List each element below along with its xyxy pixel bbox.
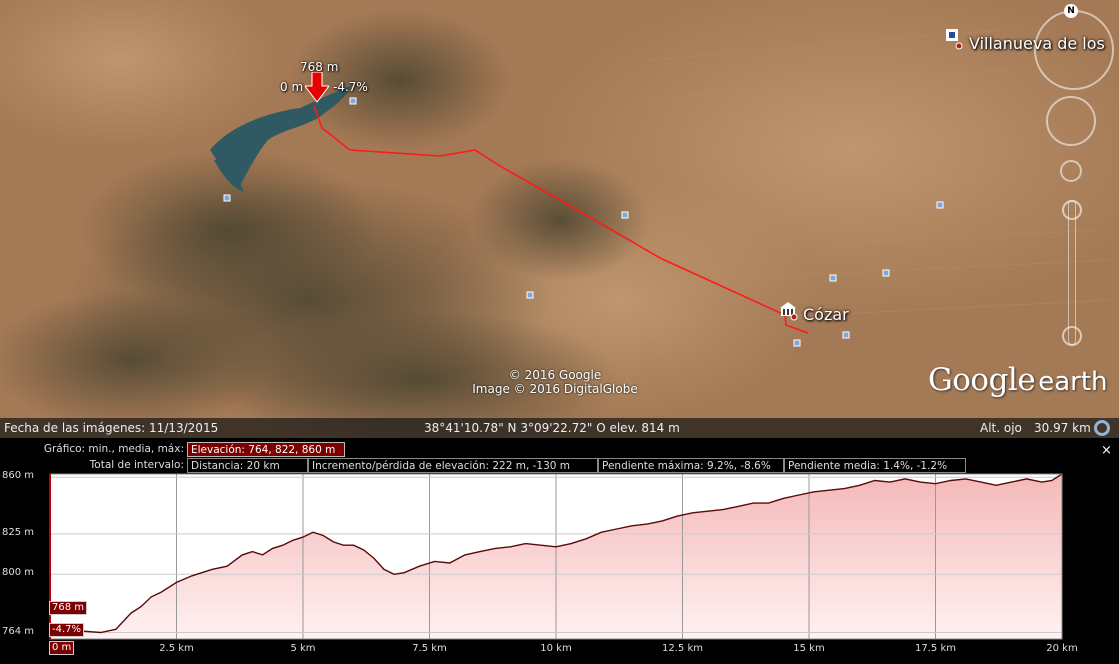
streaming-progress-icon: [1094, 420, 1110, 436]
x-tick-label: 10 km: [540, 643, 572, 654]
cursor-arrow-icon[interactable]: [305, 72, 329, 104]
eye-altitude-value: 30.97 km: [1034, 421, 1091, 435]
graph-label: Gráfico: min., media, máx:: [43, 443, 184, 455]
compass-north-icon[interactable]: N: [1064, 4, 1078, 18]
y-tick-label: 764 m: [2, 625, 35, 637]
elevation-line: [49, 473, 1063, 634]
eye-altitude-label: Alt. ojo: [980, 421, 1022, 435]
satellite-map-view[interactable]: 768 m 0 m -4.7% Villanueva de los Cózar …: [0, 0, 1119, 438]
distance-box[interactable]: Distancia: 20 km: [187, 458, 308, 473]
cursor-coordinates: 38°41'10.78" N 3°09'22.72" O elev. 814 m: [424, 421, 680, 435]
close-icon[interactable]: ×: [1101, 443, 1112, 458]
x-tick-label: 7.5 km: [412, 643, 447, 654]
google-earth-logo: Google earth: [928, 362, 1108, 398]
terrain-imagery: [0, 0, 1119, 438]
interval-label: Total de intervalo:: [89, 459, 184, 471]
elevation-stats-box[interactable]: Elevación: 764, 822, 860 m: [187, 442, 345, 457]
x-tick-label: 15 km: [793, 643, 825, 654]
imagery-date: Fecha de las imágenes: 11/13/2015: [4, 421, 219, 435]
look-control-ring[interactable]: [1034, 10, 1114, 90]
street-view-pegman-icon[interactable]: [1060, 160, 1082, 182]
x-tick-label: 5 km: [290, 643, 316, 654]
elevation-chart[interactable]: [0, 472, 1119, 642]
gain-loss-box[interactable]: Incremento/pérdida de elevación: 222 m, …: [308, 458, 598, 473]
x-tick-label: 17.5 km: [915, 643, 956, 654]
copyright-imagery: Image © 2016 DigitalGlobe: [472, 382, 638, 396]
cursor-distance-label: 0 m: [280, 80, 304, 94]
place-dot-icon: [790, 313, 798, 321]
place-dot-icon: [955, 42, 963, 50]
max-slope-box[interactable]: Pendiente máxima: 9.2%, -8.6%: [598, 458, 784, 473]
y-tick-label: 860 m: [2, 470, 35, 482]
landmark-icon: [780, 302, 796, 316]
status-bar: Fecha de las imágenes: 11/13/2015 38°41'…: [0, 418, 1119, 438]
y-tick-label: 825 m: [2, 526, 35, 538]
zoom-slider[interactable]: [1068, 200, 1076, 345]
marker-slope-label: -4.7%: [49, 623, 85, 637]
zoom-out-button[interactable]: [1062, 326, 1082, 346]
marker-distance-label: 0 m: [49, 641, 75, 655]
town-icon: [946, 29, 958, 41]
cursor-slope-label: -4.7%: [333, 80, 368, 94]
logo-google-text: Google: [928, 362, 1036, 398]
x-tick-label: 2.5 km: [159, 643, 194, 654]
logo-earth-text: earth: [1038, 367, 1108, 397]
route-line[interactable]: [313, 105, 809, 334]
place-label-cozar[interactable]: Cózar: [803, 305, 849, 324]
move-control-joystick[interactable]: [1046, 96, 1096, 146]
marker-elevation-label: 768 m: [49, 601, 88, 615]
copyright-google: © 2016 Google: [508, 368, 602, 382]
avg-slope-box[interactable]: Pendiente media: 1.4%, -1.2%: [784, 458, 966, 473]
y-tick-label: 800 m: [2, 567, 35, 579]
x-tick-label: 20 km: [1046, 643, 1078, 654]
x-tick-label: 12.5 km: [662, 643, 703, 654]
cursor-elevation-label: 768 m: [300, 60, 339, 74]
copyright-notice: © 2016 Google Image © 2016 DigitalGlobe: [470, 368, 640, 396]
